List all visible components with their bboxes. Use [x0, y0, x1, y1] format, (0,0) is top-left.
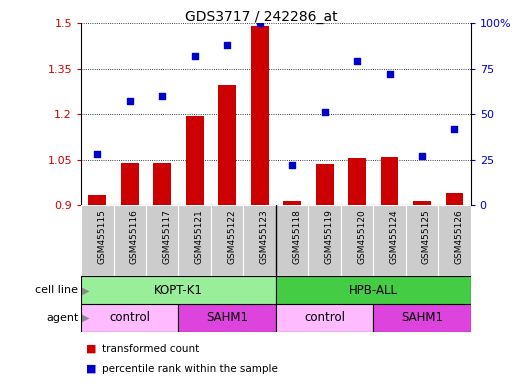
Bar: [178, 304, 276, 332]
Bar: [186, 116, 203, 205]
Text: ■: ■: [86, 364, 97, 374]
Bar: [88, 195, 106, 205]
Bar: [373, 304, 471, 332]
Text: SAHM1: SAHM1: [206, 311, 248, 324]
Text: GSM455126: GSM455126: [454, 209, 463, 264]
Text: GSM455120: GSM455120: [357, 209, 366, 264]
Bar: [81, 205, 113, 276]
Text: GSM455125: GSM455125: [422, 209, 431, 264]
Bar: [251, 26, 269, 205]
Text: control: control: [109, 311, 150, 324]
Text: GSM455118: GSM455118: [292, 209, 301, 264]
Bar: [276, 276, 471, 304]
Bar: [81, 276, 276, 304]
Text: GSM455116: GSM455116: [130, 209, 139, 264]
Bar: [283, 201, 301, 205]
Point: [223, 42, 231, 48]
Point: [126, 98, 134, 104]
Point: [190, 53, 199, 59]
Bar: [153, 163, 171, 205]
Bar: [373, 205, 406, 276]
Bar: [276, 304, 373, 332]
Bar: [348, 158, 366, 205]
Text: GSM455123: GSM455123: [259, 209, 269, 264]
Text: cell line: cell line: [36, 285, 78, 295]
Bar: [121, 163, 139, 205]
Bar: [276, 205, 309, 276]
Bar: [316, 164, 334, 205]
Bar: [218, 85, 236, 205]
Text: GDS3717 / 242286_at: GDS3717 / 242286_at: [185, 10, 338, 23]
Text: control: control: [304, 311, 345, 324]
Text: GSM455122: GSM455122: [227, 209, 236, 264]
Text: ▶: ▶: [82, 285, 89, 295]
Bar: [413, 201, 431, 205]
Text: GSM455121: GSM455121: [195, 209, 204, 264]
Text: transformed count: transformed count: [102, 344, 199, 354]
Text: GSM455115: GSM455115: [97, 209, 106, 264]
Bar: [81, 304, 178, 332]
Point: [255, 20, 264, 26]
Text: KOPT-K1: KOPT-K1: [154, 284, 203, 297]
Text: agent: agent: [46, 313, 78, 323]
Point: [93, 151, 101, 157]
Point: [288, 162, 297, 169]
Bar: [113, 205, 146, 276]
Point: [450, 126, 459, 132]
Text: ▶: ▶: [82, 313, 89, 323]
Bar: [146, 205, 178, 276]
Text: GSM455119: GSM455119: [325, 209, 334, 264]
Bar: [381, 157, 399, 205]
Text: GSM455117: GSM455117: [162, 209, 171, 264]
Bar: [406, 205, 438, 276]
Text: ■: ■: [86, 344, 97, 354]
Text: HPB-ALL: HPB-ALL: [349, 284, 398, 297]
Point: [158, 93, 166, 99]
Bar: [309, 205, 341, 276]
Bar: [243, 205, 276, 276]
Text: SAHM1: SAHM1: [401, 311, 443, 324]
Text: GSM455124: GSM455124: [390, 209, 399, 264]
Bar: [211, 205, 243, 276]
Bar: [178, 205, 211, 276]
Point: [321, 109, 329, 116]
Point: [385, 71, 394, 77]
Bar: [438, 205, 471, 276]
Bar: [446, 193, 463, 205]
Text: percentile rank within the sample: percentile rank within the sample: [102, 364, 278, 374]
Bar: [341, 205, 373, 276]
Point: [418, 153, 426, 159]
Point: [353, 58, 361, 65]
